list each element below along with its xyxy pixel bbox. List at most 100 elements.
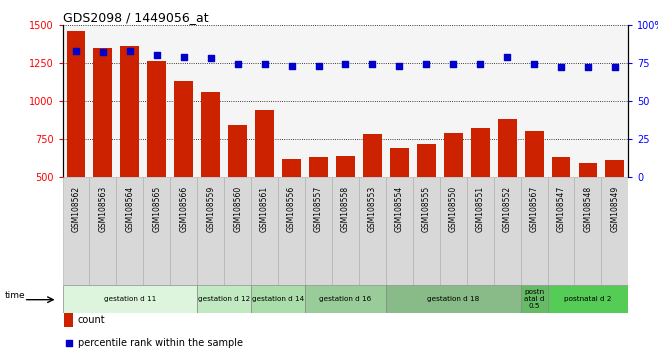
Bar [524, 131, 544, 177]
Bar [551, 157, 570, 177]
Bar [224, 177, 251, 285]
Bar [251, 177, 278, 285]
Bar [143, 177, 170, 285]
Bar [89, 177, 116, 285]
Bar [601, 177, 628, 285]
Point [70, 48, 81, 53]
Text: GSM108555: GSM108555 [422, 185, 431, 232]
Text: GSM108554: GSM108554 [395, 185, 404, 232]
Point [312, 227, 322, 233]
Bar [390, 148, 409, 177]
Bar [63, 285, 197, 313]
Text: GSM108551: GSM108551 [476, 185, 485, 232]
Text: gestation d 12: gestation d 12 [198, 296, 250, 302]
Text: GSM108566: GSM108566 [179, 185, 188, 232]
Point [151, 52, 162, 58]
Point [232, 62, 243, 67]
Point [205, 56, 216, 61]
Text: GSM108552: GSM108552 [503, 185, 512, 232]
Point [340, 62, 351, 67]
Bar [605, 160, 624, 177]
Point [610, 64, 620, 70]
Point [124, 48, 135, 53]
Point [313, 63, 324, 69]
Bar [197, 177, 224, 285]
Point [367, 62, 378, 67]
Bar [520, 285, 547, 313]
Text: time: time [5, 291, 26, 300]
Bar [278, 177, 305, 285]
Bar [93, 48, 113, 177]
Bar [547, 177, 574, 285]
Bar [255, 110, 274, 177]
Point [178, 54, 189, 59]
Bar [282, 159, 301, 177]
Text: GSM108565: GSM108565 [152, 185, 161, 232]
Bar [578, 163, 597, 177]
Text: gestation d 18: gestation d 18 [427, 296, 480, 302]
Bar [386, 177, 413, 285]
Text: count: count [78, 315, 105, 325]
Bar [363, 135, 382, 177]
Text: GSM108559: GSM108559 [206, 185, 215, 232]
Bar [251, 285, 305, 313]
Text: GSM108553: GSM108553 [368, 185, 377, 232]
Bar [413, 177, 440, 285]
Point [259, 62, 270, 67]
Bar [440, 177, 467, 285]
Point [286, 63, 297, 69]
Text: postnatal d 2: postnatal d 2 [564, 296, 612, 302]
Bar [170, 177, 197, 285]
Text: GSM108558: GSM108558 [341, 185, 350, 232]
Text: GSM108547: GSM108547 [557, 185, 565, 232]
Bar [63, 177, 89, 285]
Text: GSM108567: GSM108567 [530, 185, 539, 232]
Point [475, 62, 486, 67]
Bar [305, 177, 332, 285]
Text: gestation d 14: gestation d 14 [252, 296, 304, 302]
Text: gestation d 16: gestation d 16 [319, 296, 372, 302]
Text: gestation d 11: gestation d 11 [104, 296, 156, 302]
Point [421, 62, 432, 67]
Bar [309, 157, 328, 177]
Text: GSM108549: GSM108549 [611, 185, 619, 232]
Bar [386, 285, 520, 313]
Bar [467, 177, 494, 285]
Bar [64, 313, 73, 327]
Bar [305, 285, 386, 313]
Point [583, 64, 594, 70]
Bar [417, 143, 436, 177]
Text: percentile rank within the sample: percentile rank within the sample [78, 338, 243, 348]
Bar [147, 61, 166, 177]
Text: GSM108561: GSM108561 [260, 185, 269, 232]
Bar [443, 133, 463, 177]
Text: GSM108550: GSM108550 [449, 185, 458, 232]
Point [556, 64, 567, 70]
Text: GSM108564: GSM108564 [126, 185, 134, 232]
Point [394, 63, 405, 69]
Bar [547, 285, 628, 313]
Bar [174, 81, 193, 177]
Bar [197, 285, 251, 313]
Bar [120, 46, 139, 177]
Bar [228, 125, 247, 177]
Text: GSM108557: GSM108557 [314, 185, 323, 232]
Text: GSM108548: GSM108548 [584, 185, 592, 232]
Text: GSM108560: GSM108560 [233, 185, 242, 232]
Text: postn
atal d
0.5: postn atal d 0.5 [524, 289, 544, 309]
Point [529, 62, 540, 67]
Point [448, 62, 459, 67]
Bar [66, 31, 86, 177]
Point [97, 49, 108, 55]
Bar [520, 177, 547, 285]
Bar [494, 177, 520, 285]
Bar [332, 177, 359, 285]
Bar [574, 177, 601, 285]
Bar [336, 156, 355, 177]
Text: GDS2098 / 1449056_at: GDS2098 / 1449056_at [63, 11, 208, 24]
Bar [201, 92, 220, 177]
Bar [470, 128, 490, 177]
Text: GSM108563: GSM108563 [99, 185, 107, 232]
Point [502, 54, 513, 59]
Bar [359, 177, 386, 285]
